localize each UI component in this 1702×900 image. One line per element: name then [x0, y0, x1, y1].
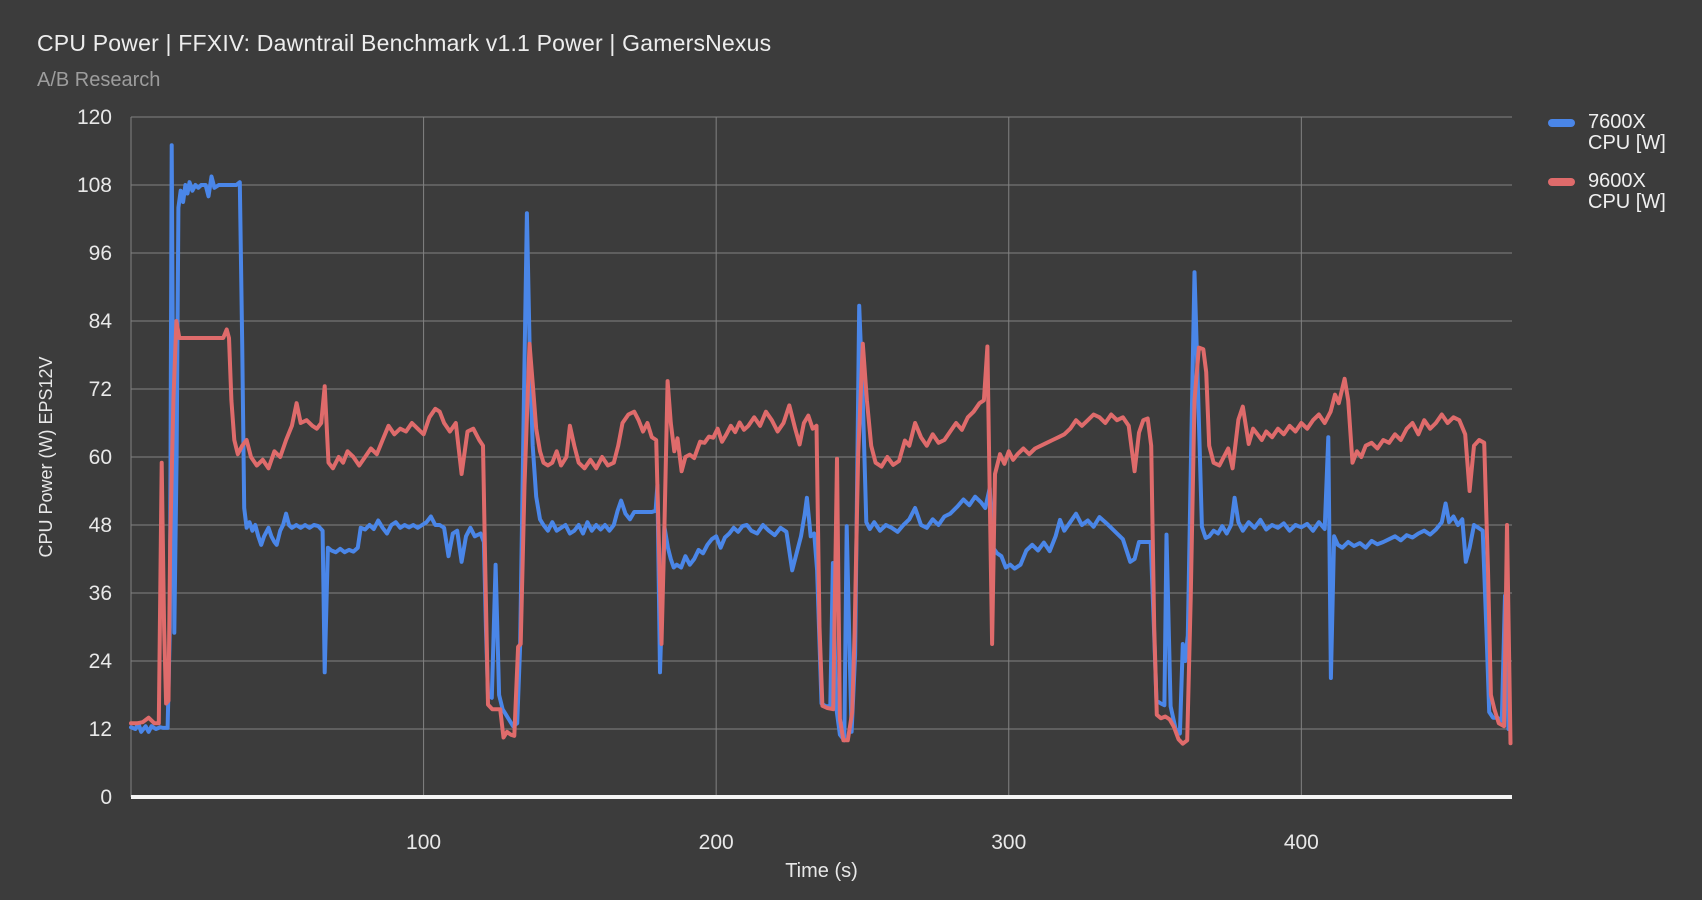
legend-label-9600x-line1: 9600X	[1588, 170, 1646, 192]
legend-entry-9600x: 9600X CPU [W]	[1548, 171, 1666, 213]
legend-entry-7600x: 7600X CPU [W]	[1548, 112, 1666, 154]
y-axis-tick-label: 12	[89, 718, 112, 741]
x-axis-tick-label: 100	[406, 831, 441, 854]
y-axis-tick-label: 108	[77, 174, 112, 197]
legend-swatch-7600x-icon	[1548, 119, 1575, 127]
legend-label-9600x-line2: CPU [W]	[1588, 191, 1666, 213]
y-axis-tick-label: 36	[89, 582, 112, 605]
y-axis-tick-label: 96	[89, 242, 112, 265]
chart-subtitle: A/B Research	[37, 69, 161, 91]
series-line-9600x	[129, 319, 1513, 746]
y-axis-tick-label: 60	[89, 446, 112, 469]
x-axis-tick-label: 200	[699, 831, 734, 854]
legend-label-9600x: 9600X CPU [W]	[1588, 171, 1666, 213]
legend-swatch-9600x-icon	[1548, 178, 1575, 186]
legend: 7600X CPU [W] 9600X CPU [W]	[1548, 112, 1666, 230]
x-axis-tick-label: 300	[991, 831, 1026, 854]
y-axis-title: CPU Power (W) EPS12V	[36, 356, 56, 557]
legend-label-7600x-line1: 7600X	[1588, 111, 1646, 133]
y-axis-tick-label: 120	[77, 106, 112, 129]
x-axis-title: Time (s)	[785, 860, 858, 882]
y-axis-tick-label: 84	[89, 310, 113, 333]
legend-label-7600x-line2: CPU [W]	[1588, 132, 1666, 154]
legend-label-7600x: 7600X CPU [W]	[1588, 112, 1666, 154]
y-axis-tick-label: 24	[89, 650, 113, 673]
x-axis-tick-label: 400	[1284, 831, 1319, 854]
y-axis-tick-label: 0	[100, 786, 112, 809]
chart-title: CPU Power | FFXIV: Dawntrail Benchmark v…	[37, 30, 772, 56]
series-line-7600x	[129, 143, 1511, 743]
y-axis-tick-label: 48	[89, 514, 112, 537]
y-axis-tick-label: 72	[89, 378, 112, 401]
